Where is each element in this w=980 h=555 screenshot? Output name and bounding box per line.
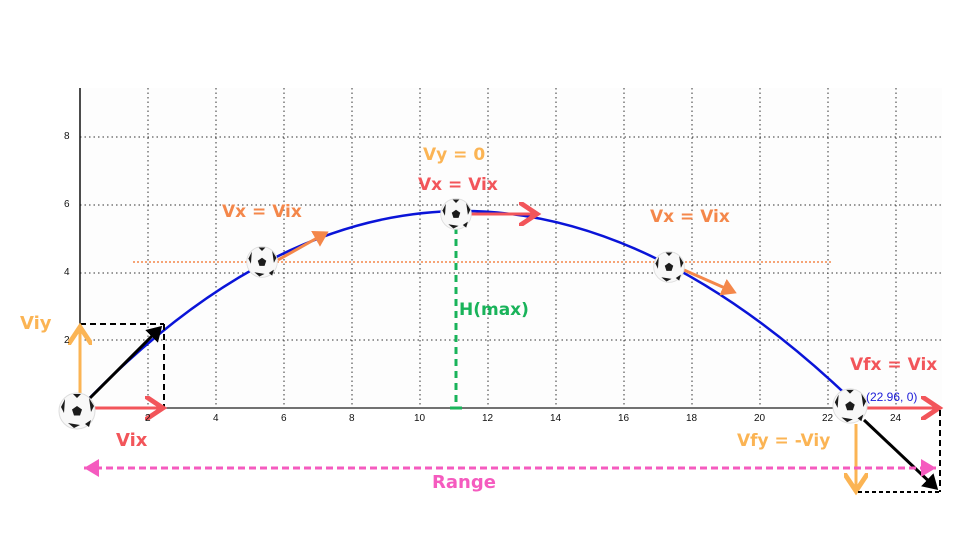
vx-falling-label: Vx = Vix [650,207,730,227]
landing-point-label: (22.96, 0) [866,390,918,404]
soccer-ball-icon [58,392,96,430]
x-tick-14: 14 [550,413,562,424]
y-tick-6: 6 [64,199,70,210]
vy-peak-label: Vy = 0 [423,145,486,165]
viy-label: Viy [20,313,52,334]
x-tick-2: 2 [145,413,151,424]
x-tick-24: 24 [890,413,902,424]
x-tick-18: 18 [686,413,698,424]
grid-vertical [147,88,897,408]
vix-label: Vix [116,430,148,451]
x-tick-8: 8 [349,413,355,424]
falling-velocity-arrow [683,268,737,296]
x-tick-20: 20 [754,413,766,424]
y-tick-2: 2 [64,335,70,346]
vfx-label: Vfx = Vix [850,355,938,375]
x-tick-16: 16 [618,413,630,424]
rising-velocity-arrow [277,231,329,262]
range-label: Range [432,472,496,493]
x-tick-4: 4 [213,413,219,424]
x-tick-12: 12 [482,413,494,424]
x-tick-6: 6 [281,413,287,424]
soccer-ball-icon [440,198,472,230]
vfy-label: Vfy = -Viy [737,431,831,451]
vf-resultant-arrow [862,418,939,491]
hmax-label: H(max) [459,300,529,320]
y-tick-4: 4 [64,267,70,278]
vx-rising-label: Vx = Vix [222,202,302,222]
soccer-ball-icon [246,246,278,278]
x-tick-10: 10 [414,413,426,424]
soccer-ball-icon [832,388,868,424]
vi-resultant-arrow [88,325,163,400]
x-tick-22: 22 [822,413,834,424]
y-tick-8: 8 [64,131,70,142]
vx-peak-label: Vx = Vix [418,175,498,195]
soccer-ball-icon [653,251,685,283]
plot-area [80,88,942,408]
